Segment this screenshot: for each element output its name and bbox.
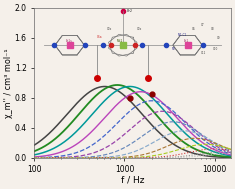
X-axis label: f / Hz: f / Hz: [121, 176, 144, 185]
Y-axis label: χ_m'' / cm³ mol⁻¹: χ_m'' / cm³ mol⁻¹: [4, 48, 13, 118]
